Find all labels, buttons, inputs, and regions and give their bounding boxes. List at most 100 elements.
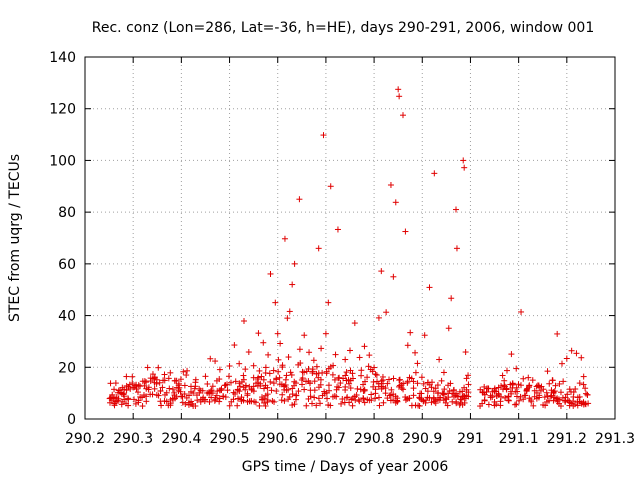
- data-point: [279, 364, 286, 371]
- data-point: [421, 332, 428, 339]
- data-point: [301, 369, 308, 376]
- data-point: [400, 380, 407, 387]
- data-point: [453, 245, 460, 252]
- data-point: [461, 399, 468, 406]
- data-point: [260, 339, 267, 346]
- x-tick-label: 290.8: [354, 431, 394, 447]
- data-point: [461, 164, 468, 171]
- data-point: [523, 388, 530, 395]
- data-point: [287, 369, 294, 376]
- data-point: [503, 385, 510, 392]
- data-point: [301, 332, 308, 339]
- data-point: [272, 299, 279, 306]
- data-point: [175, 382, 182, 389]
- x-tick-label: 290.9: [402, 431, 442, 447]
- data-point: [111, 386, 118, 393]
- data-point: [390, 273, 397, 280]
- data-point: [149, 371, 156, 378]
- data-point: [414, 380, 421, 387]
- data-point: [485, 385, 492, 392]
- data-point: [384, 380, 391, 387]
- data-point: [202, 396, 209, 403]
- data-point: [387, 181, 394, 188]
- data-point: [388, 386, 395, 393]
- data-point: [559, 360, 565, 367]
- data-point: [375, 394, 382, 401]
- data-point: [361, 387, 368, 394]
- data-point: [568, 347, 575, 354]
- data-point: [366, 352, 373, 359]
- data-point: [173, 377, 180, 384]
- data-point: [242, 382, 249, 389]
- data-point: [320, 132, 327, 139]
- data-point: [161, 377, 168, 384]
- data-point: [327, 402, 334, 409]
- y-tick-label: 60: [58, 257, 76, 273]
- data-point: [445, 325, 452, 332]
- data-point: [141, 378, 148, 385]
- data-point: [525, 384, 532, 391]
- data-point: [554, 330, 561, 337]
- data-point: [491, 385, 498, 392]
- data-point: [394, 395, 401, 402]
- y-tick-label: 80: [58, 205, 76, 221]
- data-point: [155, 364, 162, 371]
- data-point: [361, 399, 368, 406]
- data-point: [274, 330, 281, 337]
- data-point: [135, 382, 142, 389]
- data-point: [398, 385, 405, 392]
- data-point: [145, 384, 152, 391]
- data-point: [541, 394, 548, 401]
- data-point: [297, 360, 304, 367]
- data-point: [313, 363, 320, 370]
- data-point: [358, 367, 365, 374]
- data-point: [264, 396, 271, 403]
- data-point: [334, 226, 341, 233]
- data-point: [277, 340, 284, 347]
- data-point: [241, 318, 247, 325]
- data-point: [354, 385, 361, 392]
- data-point: [284, 315, 291, 322]
- data-point: [202, 373, 209, 380]
- data-point: [459, 388, 466, 395]
- data-point: [144, 364, 151, 371]
- data-point: [199, 387, 206, 394]
- data-point: [149, 391, 156, 398]
- data-point: [232, 378, 239, 385]
- grid-lines: [85, 57, 615, 419]
- data-point: [412, 349, 419, 356]
- data-point: [392, 199, 399, 206]
- data-point: [230, 389, 237, 396]
- data-point: [395, 86, 402, 93]
- data-point: [209, 390, 216, 397]
- data-point: [303, 402, 310, 409]
- data-point: [273, 376, 280, 383]
- data-point: [498, 382, 505, 389]
- data-point: [204, 380, 211, 387]
- data-point: [462, 349, 469, 356]
- data-point: [260, 376, 267, 383]
- data-point: [317, 376, 324, 383]
- data-point: [167, 402, 174, 409]
- data-point: [549, 377, 556, 384]
- data-point: [412, 369, 419, 376]
- data-point: [236, 388, 243, 395]
- data-point: [268, 387, 275, 394]
- data-point: [179, 399, 186, 406]
- data-point: [434, 382, 441, 389]
- data-point: [292, 380, 299, 387]
- plot-frame: [84, 56, 616, 420]
- data-point: [489, 394, 496, 401]
- data-point: [582, 385, 589, 392]
- data-point: [153, 376, 160, 383]
- data-point: [125, 402, 132, 409]
- data-point: [124, 395, 131, 402]
- data-point: [380, 377, 387, 384]
- x-tick-label: 291.1: [499, 431, 539, 447]
- data-point: [372, 395, 379, 402]
- data-point: [245, 349, 252, 356]
- x-tick-label: 290.4: [161, 431, 201, 447]
- data-point: [315, 245, 322, 252]
- data-point: [436, 356, 443, 363]
